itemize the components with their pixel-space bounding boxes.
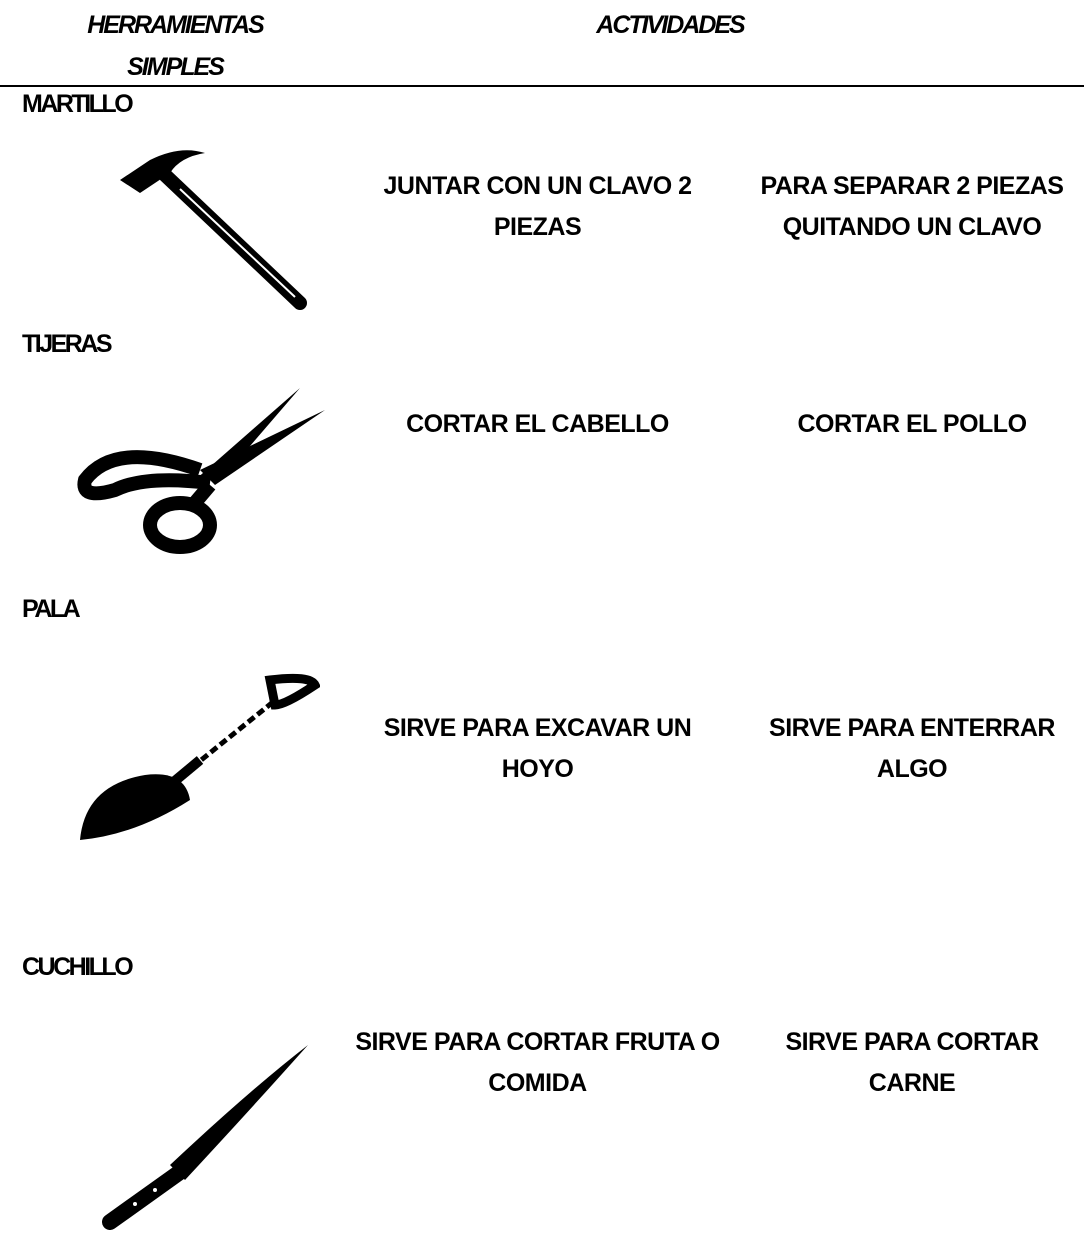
tool-name: PALA bbox=[22, 595, 81, 623]
tool-name: MARTILLO bbox=[22, 90, 134, 118]
activity: CORTAR EL CABELLO bbox=[406, 410, 669, 438]
activities-column-header: ACTIVIDADES bbox=[596, 11, 745, 39]
activity: PARA SEPARAR 2 PIEZAS QUITANDO UN CLAVO bbox=[760, 172, 1064, 241]
knife-icon bbox=[102, 1045, 308, 1230]
tool-name: CUCHILLO bbox=[22, 953, 134, 981]
tool-column-header: HERRAMIENTAS SIMPLES bbox=[87, 11, 265, 81]
activity: SIRVE PARA ENTERRAR ALGO bbox=[769, 714, 1055, 783]
hammer-icon bbox=[120, 150, 307, 310]
activity: SIRVE PARA CORTAR CARNE bbox=[785, 1028, 1039, 1097]
shovel-icon bbox=[80, 673, 320, 840]
scissors-icon bbox=[77, 388, 325, 554]
activity: CORTAR EL POLLO bbox=[797, 410, 1027, 438]
header-rule bbox=[0, 85, 1084, 87]
activity: SIRVE PARA EXCAVAR UN HOYO bbox=[383, 714, 692, 783]
activity: SIRVE PARA CORTAR FRUTA O COMIDA bbox=[355, 1028, 720, 1097]
tool-name: TIJERAS bbox=[22, 330, 113, 358]
activity: JUNTAR CON UN CLAVO 2 PIEZAS bbox=[383, 172, 692, 241]
